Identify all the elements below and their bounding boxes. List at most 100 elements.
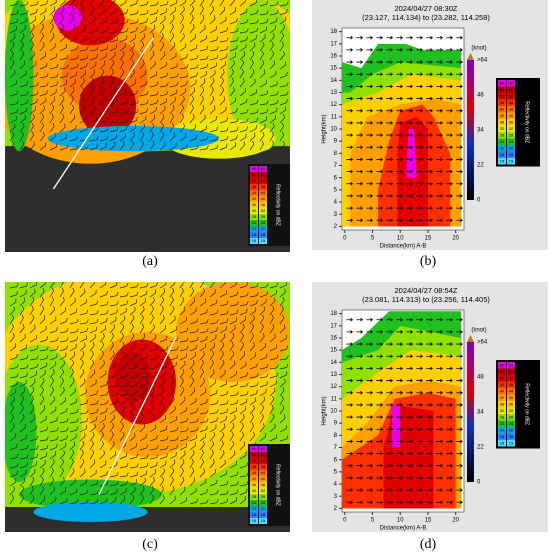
wind-barb	[49, 296, 55, 307]
wind-arrow	[386, 218, 394, 223]
wind-barb	[39, 467, 45, 478]
wind-arrow	[396, 354, 404, 359]
wind-arrow	[346, 121, 354, 125]
wind-barb	[129, 132, 135, 142]
wind-barb	[229, 309, 239, 316]
wind-barb	[219, 449, 225, 460]
wind-arrow	[366, 206, 374, 210]
wind-barb	[199, 135, 209, 142]
wind-arrow	[386, 181, 394, 186]
wind-barb	[259, 116, 268, 124]
wind-barb	[69, 95, 74, 106]
colorbar-cell	[498, 381, 506, 388]
wind-barb	[239, 43, 247, 52]
wind-barb	[29, 114, 35, 124]
wind-barb	[109, 108, 119, 115]
wind-arrow	[376, 330, 384, 334]
wind-arrow	[446, 108, 453, 113]
wind-barb	[129, 381, 139, 388]
wind-barb	[9, 59, 15, 70]
wind-barb	[229, 431, 234, 442]
colorbar-label: 60	[509, 362, 514, 367]
wind-arrow	[376, 157, 384, 162]
wind-barb	[79, 299, 87, 307]
colorbar-cell	[498, 420, 506, 427]
wind-barb	[129, 19, 139, 25]
panel-title: 2024/04/27 08:54Z	[395, 286, 458, 295]
wind-barb	[159, 363, 168, 370]
wind-barb	[149, 494, 155, 505]
wind-barb	[19, 81, 29, 88]
wind-arrow	[446, 133, 453, 137]
wind-barb	[279, 16, 287, 25]
colorbar-label: 15	[261, 518, 266, 523]
wind-barb	[149, 16, 157, 25]
wind-barb	[129, 116, 138, 124]
colorbar-label: 36	[500, 401, 505, 406]
wind-barb	[199, 35, 208, 43]
wind-barb	[219, 333, 226, 343]
echo-region	[405, 129, 417, 178]
wind-barb	[159, 296, 165, 307]
wind-barb	[89, 61, 97, 70]
colorbar-label: 56	[261, 452, 266, 457]
wind-barb	[219, 341, 225, 352]
wind-barb	[229, 360, 236, 370]
colorbar-label: 20	[261, 506, 266, 511]
wind-barb	[199, 449, 205, 460]
wind-barb	[259, 131, 265, 142]
wind-arrow	[456, 72, 463, 77]
wind-barb	[39, 113, 45, 124]
wind-barb	[149, 50, 155, 61]
wind-barb	[179, 14, 185, 25]
wind-arrow	[406, 451, 413, 456]
wind-barb	[239, 36, 249, 43]
wind-barb	[209, 136, 219, 142]
wind-barb	[9, 116, 17, 124]
wind-barb	[269, 41, 274, 52]
wind-arrow	[396, 476, 404, 480]
wind-barb	[229, 414, 236, 424]
colorbar-cell	[259, 464, 267, 470]
wind-barb	[39, 287, 45, 298]
wind-barb	[49, 0, 57, 7]
wind-arrow	[406, 330, 413, 334]
wind-barb	[139, 395, 145, 406]
wind-arrow	[376, 35, 384, 40]
wind-barb	[29, 386, 35, 397]
wind-arrow	[366, 500, 374, 505]
colorbar-cell	[498, 112, 506, 119]
wind-arrow	[356, 181, 364, 186]
wind-arrow	[446, 403, 453, 407]
wind-arrow	[426, 72, 433, 77]
wind-barb	[49, 496, 57, 505]
wind-barb	[39, 122, 44, 133]
wind-barb	[79, 350, 85, 361]
wind-barb	[129, 373, 139, 379]
colorbar-cell	[507, 151, 515, 158]
colorbar-label: 56	[509, 87, 514, 92]
colorbar-label: 60	[252, 166, 257, 171]
wind-barb	[79, 105, 85, 115]
wind-barb	[49, 369, 55, 379]
wind-barb	[9, 100, 19, 106]
wind-arrow	[346, 145, 354, 150]
wind-barb	[259, 323, 264, 334]
wind-barb	[139, 108, 148, 115]
wind-barb	[209, 359, 214, 370]
wind-arrow	[456, 96, 463, 101]
wind-arrow	[456, 169, 463, 174]
wind-arrow	[346, 451, 354, 456]
wind-barb	[219, 68, 225, 79]
wind-arrow	[446, 60, 453, 64]
colorbar-cell	[250, 452, 258, 458]
wind-arrow	[366, 354, 374, 359]
wind-barb	[79, 425, 87, 433]
wind-barb	[29, 24, 35, 34]
wind-barb	[149, 297, 155, 307]
wind-barb	[189, 498, 199, 505]
wind-barb	[169, 52, 177, 61]
wind-barb	[29, 61, 37, 70]
wind-barb	[109, 282, 118, 289]
wind-barb	[79, 126, 88, 133]
